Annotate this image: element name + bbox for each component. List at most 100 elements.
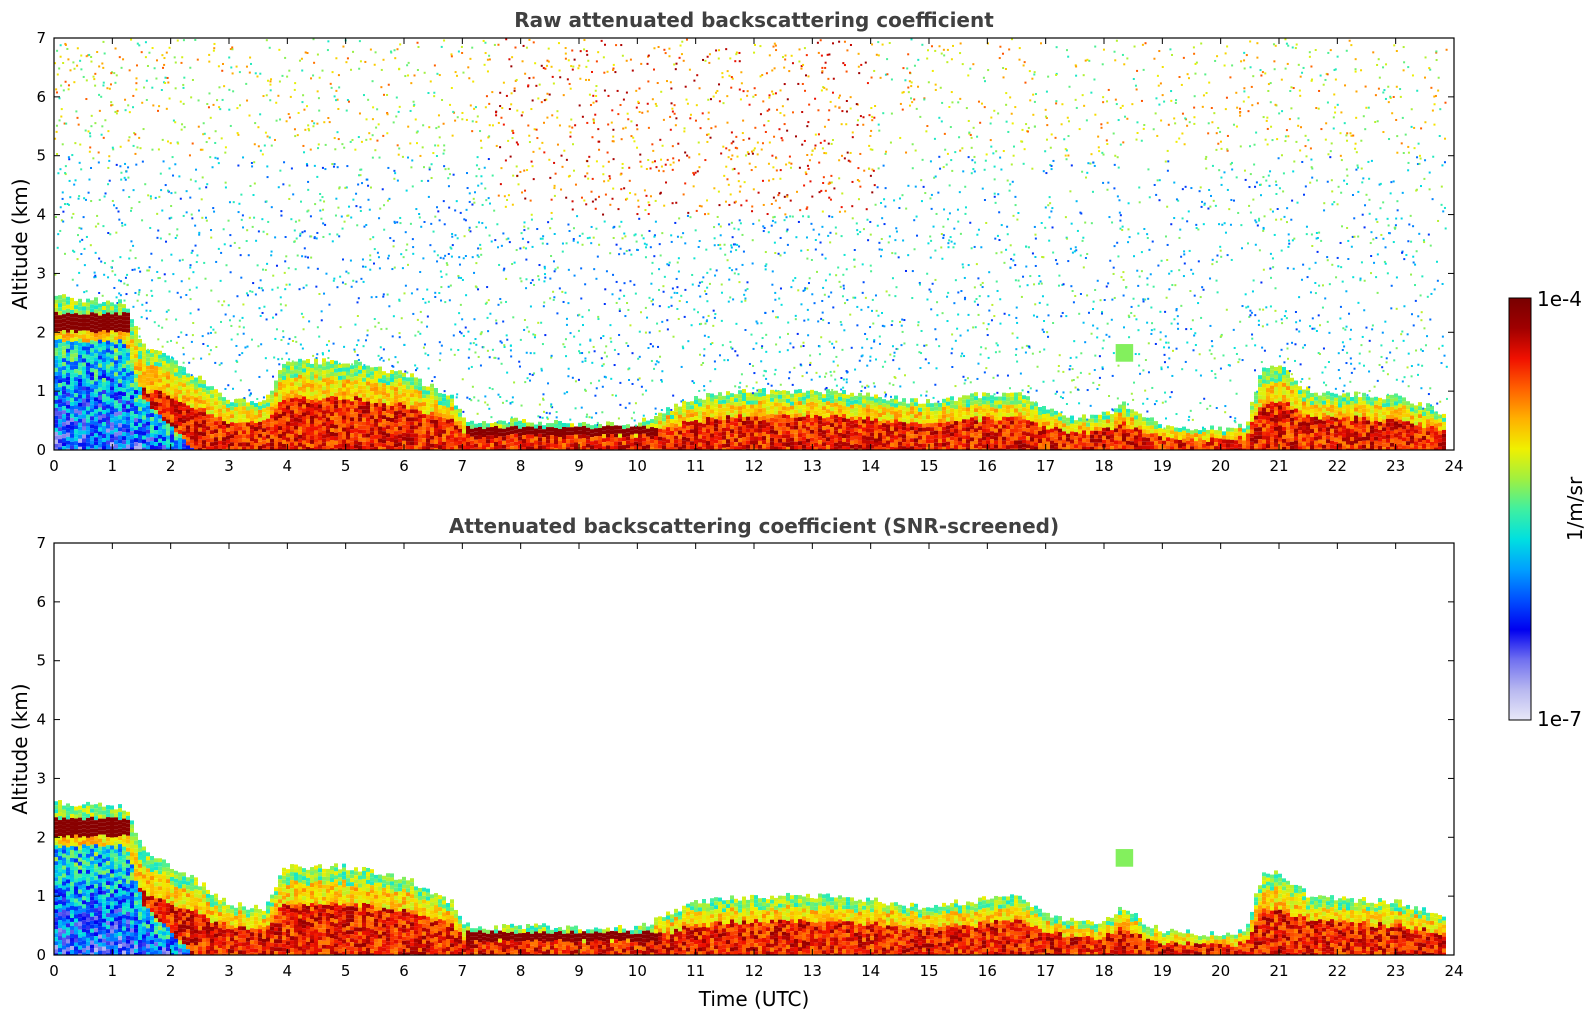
- noise-point: [486, 95, 488, 97]
- heatmap-cell: [66, 425, 70, 429]
- heatmap-cell: [410, 433, 414, 437]
- noise-point: [374, 149, 376, 151]
- noise-point: [224, 243, 226, 245]
- heatmap-cell: [106, 405, 110, 409]
- heatmap-cell: [366, 406, 370, 410]
- noise-point: [519, 171, 521, 173]
- noise-point: [568, 59, 570, 61]
- heatmap-cell: [78, 315, 82, 319]
- noise-point: [477, 185, 479, 187]
- heatmap-cell: [246, 442, 250, 446]
- noise-point: [655, 103, 657, 105]
- heatmap-cell: [390, 390, 394, 394]
- heatmap-cell: [170, 419, 174, 423]
- heatmap-cell: [78, 371, 82, 375]
- heatmap-cell: [550, 435, 554, 439]
- heatmap-cell: [102, 370, 106, 374]
- heatmap-cell: [510, 434, 514, 438]
- noise-point: [276, 265, 278, 267]
- heatmap-cell: [158, 443, 162, 447]
- noise-point: [281, 75, 283, 77]
- noise-point: [312, 125, 314, 127]
- heatmap-cell: [350, 405, 354, 409]
- heatmap-cell: [566, 447, 570, 451]
- heatmap-cell: [314, 382, 318, 386]
- heatmap-cell: [102, 306, 106, 310]
- noise-point: [616, 244, 618, 246]
- noise-point: [424, 353, 426, 355]
- heatmap-cell: [562, 427, 566, 431]
- heatmap-cell: [78, 403, 82, 407]
- heatmap-cell: [78, 411, 82, 415]
- heatmap-cell: [114, 372, 118, 376]
- heatmap-cell: [62, 302, 66, 306]
- noise-point: [589, 340, 591, 342]
- heatmap-cell: [198, 444, 202, 448]
- noise-point: [359, 112, 361, 114]
- noise-point: [532, 151, 534, 153]
- noise-point: [480, 248, 482, 250]
- noise-point: [500, 117, 502, 119]
- heatmap-cell: [154, 426, 158, 430]
- noise-point: [305, 256, 307, 258]
- heatmap-cell: [290, 426, 294, 430]
- heatmap-cell: [194, 434, 198, 438]
- heatmap-cell: [130, 411, 134, 415]
- heatmap-cell: [426, 395, 430, 399]
- heatmap-cell: [402, 377, 406, 381]
- noise-point: [653, 368, 655, 370]
- heatmap-cell: [66, 329, 70, 333]
- noise-point: [481, 147, 483, 149]
- noise-point: [280, 296, 282, 298]
- noise-point: [588, 416, 590, 418]
- noise-point: [322, 209, 324, 211]
- noise-point: [436, 206, 438, 208]
- heatmap-cell: [94, 353, 98, 357]
- noise-point: [141, 51, 143, 53]
- noise-point: [167, 140, 169, 142]
- heatmap-cell: [290, 422, 294, 426]
- heatmap-cell: [318, 424, 322, 428]
- noise-point: [468, 357, 470, 359]
- noise-point: [123, 283, 125, 285]
- heatmap-cell: [370, 387, 374, 391]
- heatmap-cell: [442, 438, 446, 442]
- heatmap-cell: [166, 380, 170, 384]
- heatmap-cell: [62, 414, 66, 418]
- heatmap-cell: [482, 437, 486, 441]
- noise-point: [634, 419, 636, 421]
- heatmap-cell: [578, 435, 582, 439]
- noise-point: [487, 330, 489, 332]
- heatmap-cell: [578, 431, 582, 435]
- heatmap-cell: [70, 414, 74, 418]
- heatmap-cell: [330, 444, 334, 448]
- heatmap-cell: [390, 418, 394, 422]
- heatmap-cell: [438, 413, 442, 417]
- heatmap-cell: [158, 423, 162, 427]
- noise-point: [669, 116, 671, 118]
- noise-point: [440, 300, 442, 302]
- heatmap-cell: [214, 425, 218, 429]
- heatmap-cell: [370, 431, 374, 435]
- noise-point: [178, 175, 180, 177]
- noise-point: [294, 128, 296, 130]
- noise-point: [146, 269, 148, 271]
- heatmap-cell: [102, 318, 106, 322]
- noise-point: [304, 247, 306, 249]
- heatmap-cell: [326, 406, 330, 410]
- heatmap-cell: [194, 386, 198, 390]
- noise-point: [580, 298, 582, 300]
- heatmap-cell: [194, 410, 198, 414]
- noise-point: [494, 239, 496, 241]
- heatmap-cell: [422, 390, 426, 394]
- noise-point: [432, 152, 434, 154]
- noise-point: [214, 332, 216, 334]
- noise-point: [586, 54, 588, 56]
- heatmap-cell: [454, 417, 458, 421]
- noise-point: [434, 296, 436, 298]
- heatmap-cell: [82, 362, 86, 366]
- heatmap-cell: [614, 437, 618, 441]
- noise-point: [591, 226, 593, 228]
- noise-point: [212, 166, 214, 168]
- noise-point: [148, 52, 150, 54]
